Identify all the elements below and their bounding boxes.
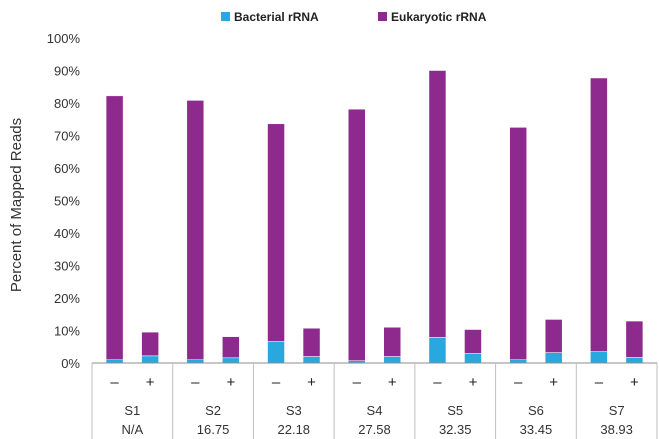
y-tick-label: 70% — [54, 129, 80, 144]
bar-eukaryotic — [222, 336, 240, 359]
y-tick-label: 50% — [54, 194, 80, 209]
bar-eukaryotic — [625, 320, 644, 358]
bar-eukaryotic — [590, 77, 608, 352]
bar-eukaryotic — [464, 329, 482, 354]
bar-bacterial — [590, 351, 608, 364]
y-tick-label: 30% — [54, 259, 80, 274]
legend-swatch-eukaryotic — [378, 12, 387, 21]
y-tick-label: 80% — [54, 96, 80, 111]
y-tick-label: 90% — [54, 64, 80, 79]
bar-bacterial — [222, 357, 240, 364]
bar-eukaryotic — [509, 127, 527, 360]
sample-name-label: S2 — [205, 403, 221, 418]
y-tick-label: 40% — [54, 226, 80, 241]
bar-bacterial — [141, 355, 159, 364]
sample-value-label: 22.18 — [278, 422, 311, 437]
y-tick-label: 20% — [54, 291, 80, 306]
bar-eukaryotic — [428, 70, 447, 338]
sample-value-label: 16.75 — [197, 422, 230, 437]
legend-swatch-bacterial — [221, 12, 230, 21]
bar-eukaryotic — [186, 100, 205, 361]
bar-bacterial — [267, 341, 285, 364]
condition-minus-label: – — [353, 374, 362, 391]
condition-plus-label: + — [630, 374, 639, 391]
condition-minus-label: – — [191, 374, 200, 391]
bar-bacterial — [428, 337, 447, 364]
bar-eukaryotic — [267, 123, 285, 342]
bar-bacterial — [544, 352, 563, 364]
y-axis-title: Percent of Mapped Reads — [8, 118, 25, 292]
sample-name-label: S1 — [124, 403, 140, 418]
sample-name-label: S5 — [447, 403, 463, 418]
bar-eukaryotic — [383, 327, 402, 357]
sample-name-label: S6 — [528, 403, 544, 418]
bar-eukaryotic — [302, 327, 321, 357]
condition-minus-label: – — [433, 374, 442, 391]
sample-value-label: N/A — [122, 422, 144, 437]
bar-bacterial — [383, 356, 402, 364]
condition-plus-label: + — [469, 374, 478, 391]
condition-minus-label: – — [595, 374, 604, 391]
legend-label-bacterial: Bacterial rRNA — [234, 10, 319, 24]
y-tick-label: 10% — [54, 324, 80, 339]
condition-minus-label: – — [110, 374, 119, 391]
bar-eukaryotic — [544, 319, 563, 353]
bar-eukaryotic — [141, 331, 159, 357]
condition-plus-label: + — [226, 374, 235, 391]
condition-minus-label: – — [514, 374, 523, 391]
bar-bacterial — [302, 356, 321, 364]
y-tick-label: 100% — [47, 31, 81, 46]
condition-plus-label: + — [388, 374, 397, 391]
sample-name-label: S3 — [286, 403, 302, 418]
y-tick-label: 60% — [54, 161, 80, 176]
bar-bacterial — [625, 357, 644, 364]
condition-plus-label: + — [549, 374, 558, 391]
y-tick-label: 0% — [61, 356, 80, 371]
sample-name-label: S4 — [367, 403, 383, 418]
condition-minus-label: – — [272, 374, 281, 391]
condition-plus-label: + — [307, 374, 316, 391]
condition-plus-label: + — [146, 374, 155, 391]
bar-eukaryotic — [347, 108, 366, 361]
bars — [105, 70, 644, 364]
sample-value-label: 27.58 — [358, 422, 391, 437]
sample-value-label: 33.45 — [520, 422, 553, 437]
y-axis-ticks: 0% 10% 20% 30% 40% 50% 60% 70% 80% 90% 100% — [47, 31, 81, 371]
x-axis: – + S1 N/A – + S2 16.75 – + S3 22.18 – + S4 27.58 – + S5 32… — [91, 362, 658, 439]
bar-eukaryotic — [105, 95, 124, 360]
sample-value-label: 38.93 — [600, 422, 633, 437]
legend: Bacterial rRNA Eukaryotic rRNA — [221, 10, 487, 24]
legend-label-eukaryotic: Eukaryotic rRNA — [391, 10, 487, 24]
bar-bacterial — [464, 353, 482, 364]
sample-name-label: S7 — [609, 403, 625, 418]
sample-value-label: 32.35 — [439, 422, 472, 437]
